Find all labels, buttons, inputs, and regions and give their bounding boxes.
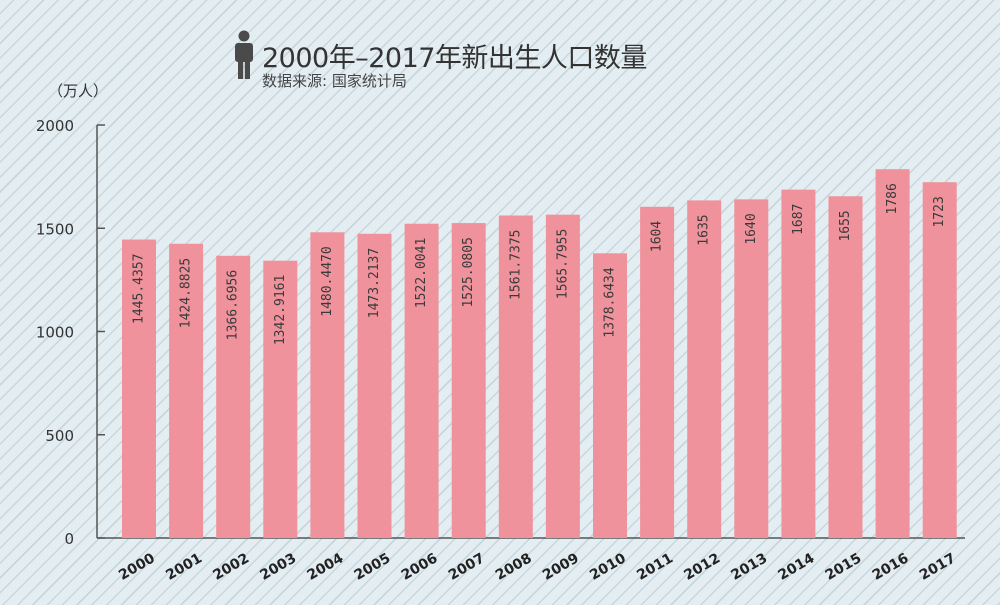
bar bbox=[216, 255, 251, 539]
bar-value-label: 1565.7955 bbox=[555, 229, 570, 299]
bar bbox=[451, 223, 486, 539]
x-tick-label: 2006 bbox=[399, 550, 441, 583]
x-tick-label: 2012 bbox=[681, 550, 723, 583]
bar-value-label: 1522.0041 bbox=[414, 238, 429, 308]
bar bbox=[828, 196, 863, 538]
bar-value-label: 1424.8825 bbox=[179, 258, 194, 328]
y-tick-label: 2000 bbox=[36, 117, 74, 135]
title-line: 2000年–2017年新出生人口数量 bbox=[232, 30, 647, 80]
x-tick-label: 2016 bbox=[870, 550, 912, 583]
bar-value-label: 1786 bbox=[885, 183, 900, 214]
bar-value-label: 1561.7375 bbox=[508, 230, 523, 300]
y-axis-unit: （万人） bbox=[48, 82, 109, 100]
bar-value-label: 1655 bbox=[838, 210, 853, 241]
x-tick-label: 2002 bbox=[210, 550, 252, 583]
bar-value-label: 1635 bbox=[697, 214, 712, 245]
bar-value-label: 1473.2137 bbox=[367, 248, 382, 318]
bar bbox=[310, 232, 345, 538]
chart-subtitle: 数据来源: 国家统计局 bbox=[262, 72, 407, 90]
bar bbox=[498, 215, 533, 538]
x-tick-label: 2000 bbox=[116, 550, 158, 583]
y-tick-label: 500 bbox=[45, 427, 74, 445]
bar bbox=[545, 214, 580, 539]
bar-value-label: 1366.6956 bbox=[226, 270, 241, 340]
bar-value-label: 1640 bbox=[744, 213, 759, 244]
bar-value-label: 1525.0805 bbox=[461, 237, 476, 307]
bar-value-label: 1723 bbox=[932, 196, 947, 227]
x-tick-label: 2004 bbox=[305, 550, 347, 583]
bar-value-label: 1604 bbox=[650, 221, 665, 252]
y-tick-label: 0 bbox=[64, 530, 74, 548]
x-tick-label: 2017 bbox=[917, 550, 959, 583]
x-tick-label: 2005 bbox=[352, 550, 394, 583]
x-tick-label: 2003 bbox=[257, 550, 299, 583]
bar bbox=[263, 260, 298, 538]
bar bbox=[875, 169, 910, 539]
x-tick-label: 2007 bbox=[446, 550, 488, 583]
bar bbox=[781, 189, 816, 538]
x-tick-label: 2001 bbox=[163, 550, 205, 583]
bar bbox=[404, 223, 439, 538]
x-tick-label: 2011 bbox=[634, 550, 676, 583]
bar bbox=[922, 182, 957, 538]
bar bbox=[734, 199, 769, 538]
person-icon bbox=[235, 30, 253, 79]
bar-value-label: 1378.6434 bbox=[603, 267, 618, 338]
chart-title: 2000年–2017年新出生人口数量 bbox=[262, 42, 647, 74]
x-tick-label: 2014 bbox=[776, 550, 818, 583]
bar-value-label: 1342.9161 bbox=[273, 275, 288, 345]
x-tick-label: 2009 bbox=[540, 550, 582, 583]
bar-value-label: 1480.4470 bbox=[320, 246, 335, 316]
bar-value-label: 1687 bbox=[791, 204, 806, 235]
bar bbox=[687, 200, 722, 538]
bar bbox=[593, 253, 627, 539]
title-block: 2000年–2017年新出生人口数量 数据来源: 国家统计局 bbox=[232, 30, 647, 90]
y-tick-label: 1500 bbox=[36, 220, 74, 238]
bar-value-label: 1445.4357 bbox=[132, 254, 147, 324]
x-tick-label: 2013 bbox=[728, 550, 770, 583]
bar bbox=[640, 206, 675, 539]
bar bbox=[169, 243, 204, 538]
x-tick-label: 2015 bbox=[823, 550, 865, 583]
bar bbox=[357, 233, 392, 538]
x-tick-label: 2010 bbox=[587, 550, 629, 583]
y-tick-label: 1000 bbox=[36, 324, 74, 342]
bar bbox=[122, 239, 156, 539]
x-tick-label: 2008 bbox=[493, 550, 535, 583]
